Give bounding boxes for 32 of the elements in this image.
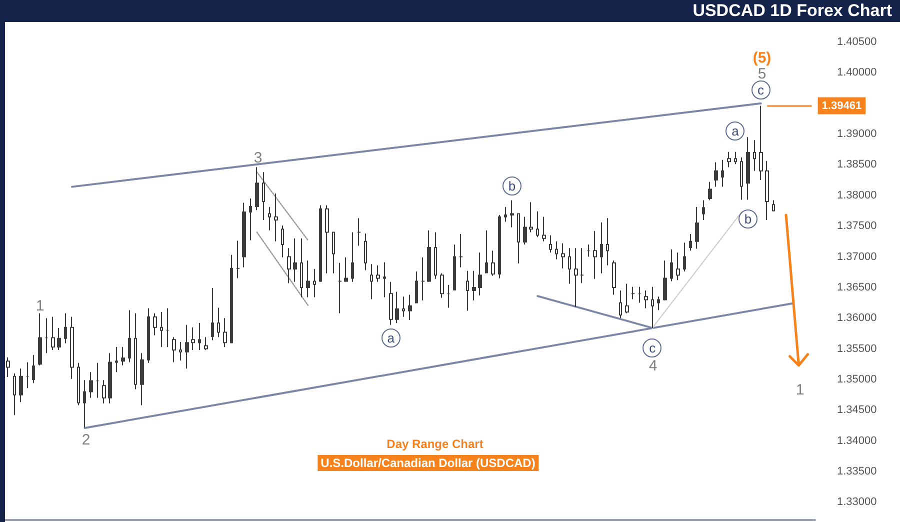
annotation: b xyxy=(744,212,752,227)
annotation: 2 xyxy=(82,432,90,448)
y-tick-label: 1.40000 xyxy=(837,66,877,79)
y-tick-label: 1.33500 xyxy=(837,466,877,478)
y-tick-label: 1.35500 xyxy=(837,342,877,355)
text: Day Range Chart xyxy=(386,437,484,451)
annotation: U.S.Dollar/Canadian Dollar (USDCAD) xyxy=(318,455,538,471)
y-tick-label: 1.37500 xyxy=(837,220,877,232)
annotation: 5 xyxy=(758,66,766,82)
y-tick-label: 1.38500 xyxy=(837,158,877,171)
annotation: 3 xyxy=(254,150,262,166)
y-tick-label: 1.38000 xyxy=(837,189,877,202)
y-tick-label: 1.35000 xyxy=(837,373,877,386)
y-tick-label: 1.36000 xyxy=(837,312,877,324)
annotation: a xyxy=(732,123,739,138)
annotation: 4 xyxy=(648,358,658,374)
y-tick-label: 1.39000 xyxy=(837,128,877,140)
y-tick-label: 1.33000 xyxy=(837,496,877,508)
y-tick-label: 1.40500 xyxy=(837,36,877,48)
annotation: c xyxy=(649,340,656,356)
y-tick-label: 1.34000 xyxy=(837,434,877,447)
y-tick-label: 1.34500 xyxy=(837,404,877,416)
annotation: c xyxy=(758,82,764,98)
annotation: a xyxy=(387,330,394,346)
y-tick-label: 1.36500 xyxy=(837,281,877,294)
y-tick-label: 1.37000 xyxy=(837,250,877,263)
chart-title: USDCAD 1D Forex Chart xyxy=(692,1,892,21)
annotation: 1 xyxy=(36,298,44,314)
annotation: 1 xyxy=(796,382,804,398)
ref-line-label: 1.39461 xyxy=(822,100,862,112)
annotation: b xyxy=(508,178,516,194)
annotation: (5) xyxy=(752,50,772,66)
